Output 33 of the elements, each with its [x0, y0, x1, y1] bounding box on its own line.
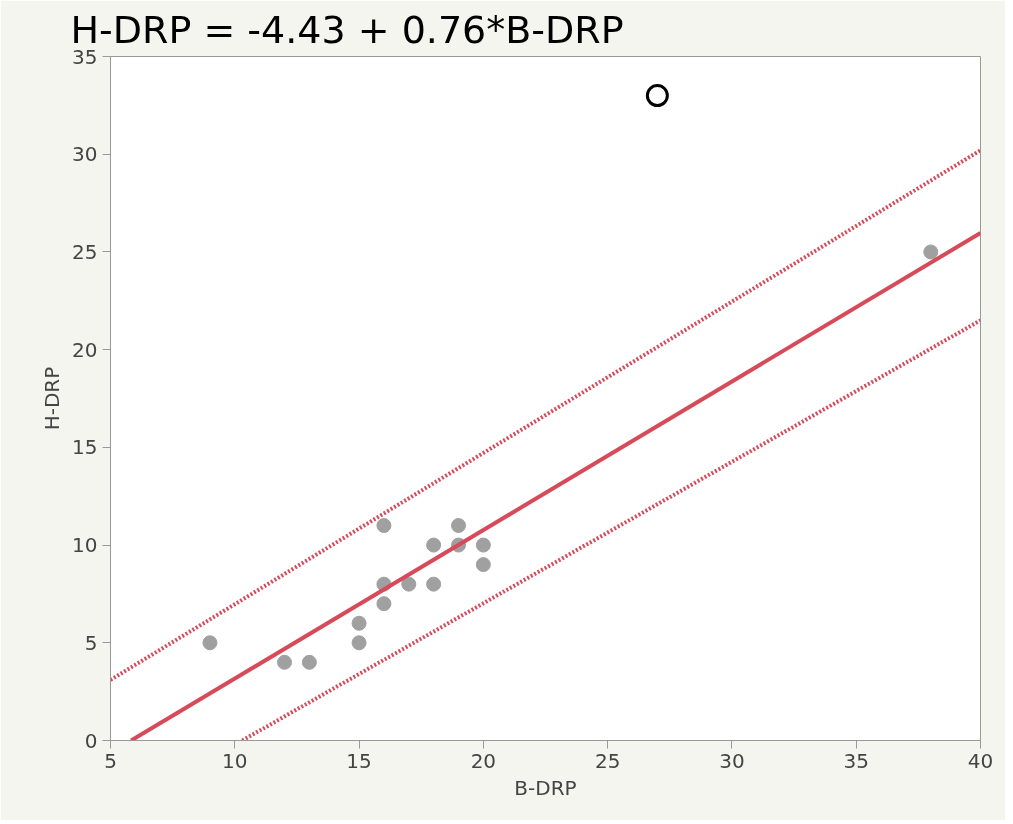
- point: [351, 635, 367, 651]
- y-tick-label: 0: [84, 728, 98, 753]
- point: [451, 518, 466, 534]
- point: [923, 244, 939, 260]
- x-axis-title: B-DRP: [514, 775, 577, 800]
- point: [351, 615, 367, 631]
- y-tick-label: 5: [84, 630, 98, 655]
- point: [475, 537, 491, 553]
- point: [376, 518, 392, 534]
- point: [376, 596, 392, 612]
- point: [401, 576, 417, 592]
- x-tick-label: 25: [594, 748, 621, 773]
- y-tick-label: 10: [72, 533, 98, 558]
- x-tick-label: 15: [346, 748, 372, 773]
- point: [475, 557, 491, 573]
- y-tick-label: 30: [72, 142, 98, 167]
- point: [301, 654, 317, 670]
- x-tick-label: 20: [470, 748, 497, 773]
- x-tick-label: 5: [104, 748, 117, 773]
- x-tick-label: 35: [843, 748, 869, 773]
- y-axis-title: H-DRP: [40, 366, 65, 431]
- point: [426, 537, 442, 553]
- point: [202, 635, 218, 651]
- y-tick-label: 25: [72, 239, 98, 264]
- point: [277, 654, 292, 670]
- point: [426, 576, 442, 592]
- x-tick-label: 30: [719, 748, 745, 773]
- y-tick-label: 20: [72, 337, 98, 362]
- x-tick-label: 40: [967, 748, 994, 773]
- y-tick-label: 35: [72, 44, 98, 69]
- y-tick-label: 15: [72, 435, 98, 460]
- x-tick-label: 10: [222, 748, 248, 773]
- point: [645, 84, 669, 108]
